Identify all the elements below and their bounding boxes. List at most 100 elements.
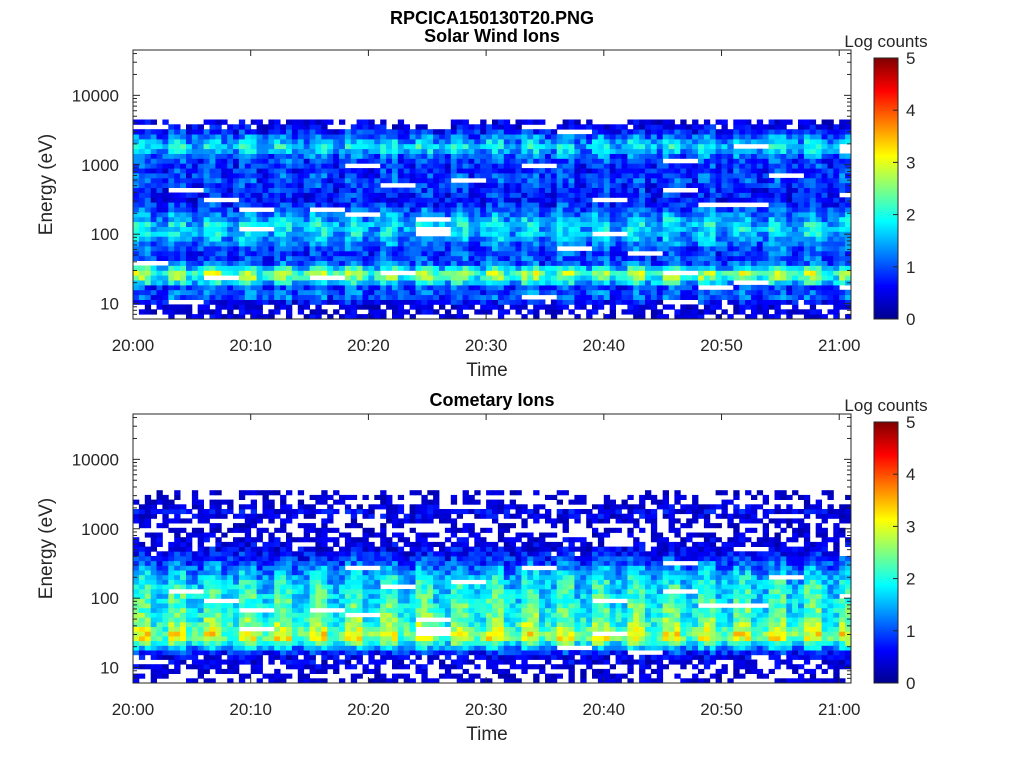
heat-cell <box>745 299 752 305</box>
heat-cell <box>380 192 387 198</box>
heat-cell <box>309 192 316 198</box>
heat-cell <box>515 197 522 203</box>
heat-cell <box>550 246 558 252</box>
heat-cell <box>197 207 204 213</box>
heat-cell <box>238 153 246 159</box>
heat-cell <box>456 294 463 300</box>
heat-cell <box>662 314 669 319</box>
heat-cell <box>839 280 846 286</box>
heat-cell <box>362 138 369 145</box>
heat-cell <box>827 197 834 203</box>
heat-cell <box>309 182 316 188</box>
heat-cell <box>456 197 463 203</box>
heat-cell <box>333 148 340 154</box>
heat-cell <box>686 284 693 291</box>
heat-cell <box>774 246 781 252</box>
heat-cell <box>709 221 717 227</box>
heat-cell <box>174 207 181 213</box>
heat-cell <box>545 182 552 188</box>
heat-cell <box>392 309 399 315</box>
heat-cell <box>833 148 840 154</box>
heat-cell <box>733 221 740 227</box>
heat-cell <box>468 148 475 154</box>
heat-cell <box>244 280 252 286</box>
heat-cell <box>715 255 722 261</box>
heat-cell <box>662 265 669 271</box>
heat-cell <box>762 270 769 276</box>
heat-cell <box>474 299 481 305</box>
heat-cell <box>168 134 175 140</box>
heat-cell <box>386 211 393 218</box>
heat-cell <box>180 265 187 271</box>
heat-cell <box>574 284 581 291</box>
heat-cell <box>339 173 346 179</box>
heat-cell <box>845 197 851 203</box>
colorbar-label: Log counts <box>844 32 927 51</box>
heat-cell <box>368 250 375 257</box>
heat-cell <box>444 148 452 154</box>
heat-cell <box>156 211 163 218</box>
heat-cell <box>174 668 181 674</box>
heat-cell <box>703 207 711 213</box>
heat-cell <box>580 168 587 174</box>
heat-cell <box>138 143 146 150</box>
heat-cell <box>739 158 746 164</box>
heat-cell <box>739 299 746 305</box>
heat-cell <box>162 304 169 310</box>
heat-cell <box>138 289 146 296</box>
heat-cell <box>250 284 257 291</box>
heat-cell <box>739 226 746 232</box>
heat-cell <box>309 231 316 237</box>
heat-cell <box>833 192 840 198</box>
heat-cell <box>709 309 717 315</box>
heat-cell <box>798 260 805 266</box>
heat-cell <box>138 197 146 203</box>
heat-cell <box>562 275 569 281</box>
heat-cell <box>321 173 328 179</box>
heat-cell <box>174 158 181 164</box>
heat-cell <box>409 275 416 281</box>
heat-cell <box>403 255 410 261</box>
heat-cell <box>633 148 640 154</box>
heat-cell <box>815 216 822 223</box>
heat-cell <box>209 226 216 232</box>
heat-cell <box>262 275 269 281</box>
heat-cell <box>509 241 516 247</box>
heat-cell <box>197 304 204 310</box>
heat-cell <box>562 260 569 266</box>
heat-cell <box>703 246 711 252</box>
heat-cell <box>721 255 728 261</box>
heat-cell <box>303 119 310 125</box>
heat-cell <box>774 177 781 184</box>
heat-cell <box>286 138 293 145</box>
heat-cell <box>774 294 781 300</box>
heat-cell <box>186 304 193 310</box>
heat-cell <box>256 173 263 179</box>
heat-cell <box>574 143 581 150</box>
heat-cell <box>756 265 764 271</box>
heat-cell <box>150 631 157 637</box>
heat-cell <box>533 246 540 252</box>
heat-cell <box>397 134 405 140</box>
heat-cell <box>291 294 299 300</box>
heat-cell <box>238 129 246 135</box>
heat-cell <box>497 158 505 164</box>
heat-cell <box>409 265 416 271</box>
heat-cell <box>621 148 628 154</box>
heat-cell <box>550 221 558 227</box>
heat-cell <box>397 250 405 257</box>
heat-cell <box>662 148 669 154</box>
heat-cell <box>580 270 587 276</box>
heat-cell <box>839 255 846 261</box>
heat-cell <box>839 173 846 179</box>
heat-cell <box>821 148 828 154</box>
heat-cell <box>144 636 152 642</box>
heat-cell <box>280 221 287 227</box>
heat-cell <box>315 138 322 145</box>
heat-cell <box>556 255 563 261</box>
heat-cell <box>562 163 569 169</box>
heat-cell <box>745 119 752 125</box>
heat-cell <box>297 216 305 223</box>
heat-cell <box>497 177 505 184</box>
heat-cell <box>444 250 452 257</box>
